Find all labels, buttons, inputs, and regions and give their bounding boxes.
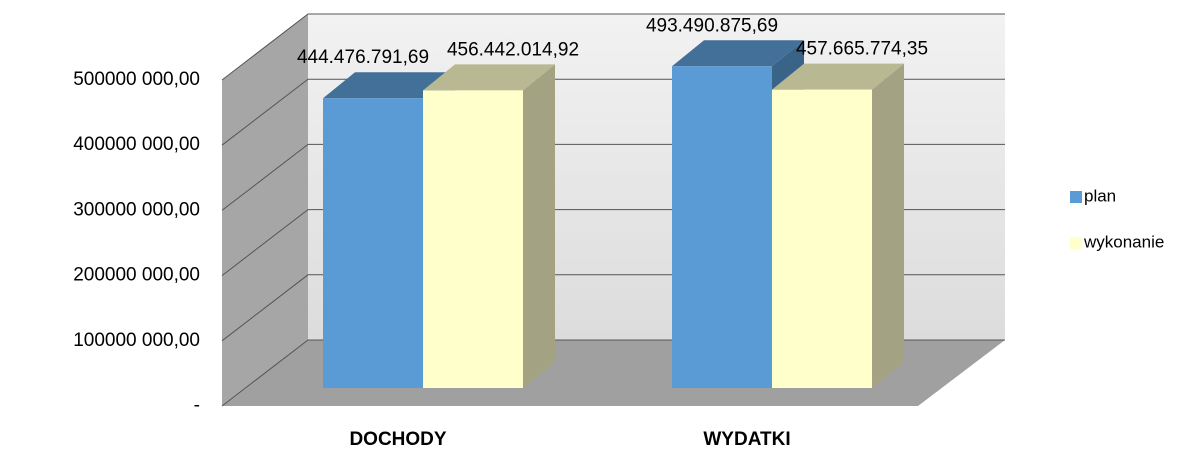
bar-top (323, 72, 455, 99)
legend-label: plan (1084, 186, 1116, 205)
bar-top (672, 40, 804, 67)
y-tick-label: 100000 000,00 (73, 330, 200, 351)
bar-front (423, 90, 523, 388)
bar-front (772, 89, 872, 388)
y-tick-label: 300000 000,00 (73, 199, 200, 220)
bar (772, 63, 904, 388)
bar-side (872, 63, 904, 388)
data-label: 457.665.774,35 (796, 39, 928, 60)
data-label: 493.490.875,69 (646, 15, 778, 36)
data-label: 444.476.791,69 (297, 47, 429, 68)
bar-front (323, 98, 423, 388)
left-wall (222, 14, 308, 406)
bar-top (772, 63, 904, 90)
y-tick-label: - (194, 395, 200, 416)
bar-side (523, 64, 555, 388)
legend-label: wykonanie (1083, 232, 1164, 251)
bar-front (672, 66, 772, 388)
x-tick-label: DOCHODY (349, 429, 446, 450)
x-tick-label: WYDATKI (703, 429, 790, 450)
y-tick-label: 500000 000,00 (73, 69, 200, 90)
data-label: 456.442.014,92 (447, 39, 579, 60)
bar-top (423, 64, 555, 91)
y-tick-label: 200000 000,00 (73, 265, 200, 286)
legend-swatch (1070, 191, 1082, 203)
y-tick-label: 400000 000,00 (73, 134, 200, 155)
grid-line (221, 13, 1005, 81)
legend-swatch (1070, 237, 1082, 249)
bar (423, 64, 555, 388)
